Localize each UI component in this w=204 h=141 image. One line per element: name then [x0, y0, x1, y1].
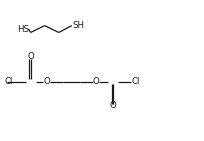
- Text: O: O: [110, 101, 116, 110]
- Text: HS: HS: [18, 25, 30, 34]
- Text: Cl: Cl: [4, 77, 12, 86]
- Text: SH: SH: [73, 21, 85, 30]
- Text: O: O: [27, 52, 34, 61]
- Text: O: O: [43, 77, 50, 86]
- Text: Cl: Cl: [131, 77, 140, 86]
- Text: O: O: [93, 77, 99, 86]
